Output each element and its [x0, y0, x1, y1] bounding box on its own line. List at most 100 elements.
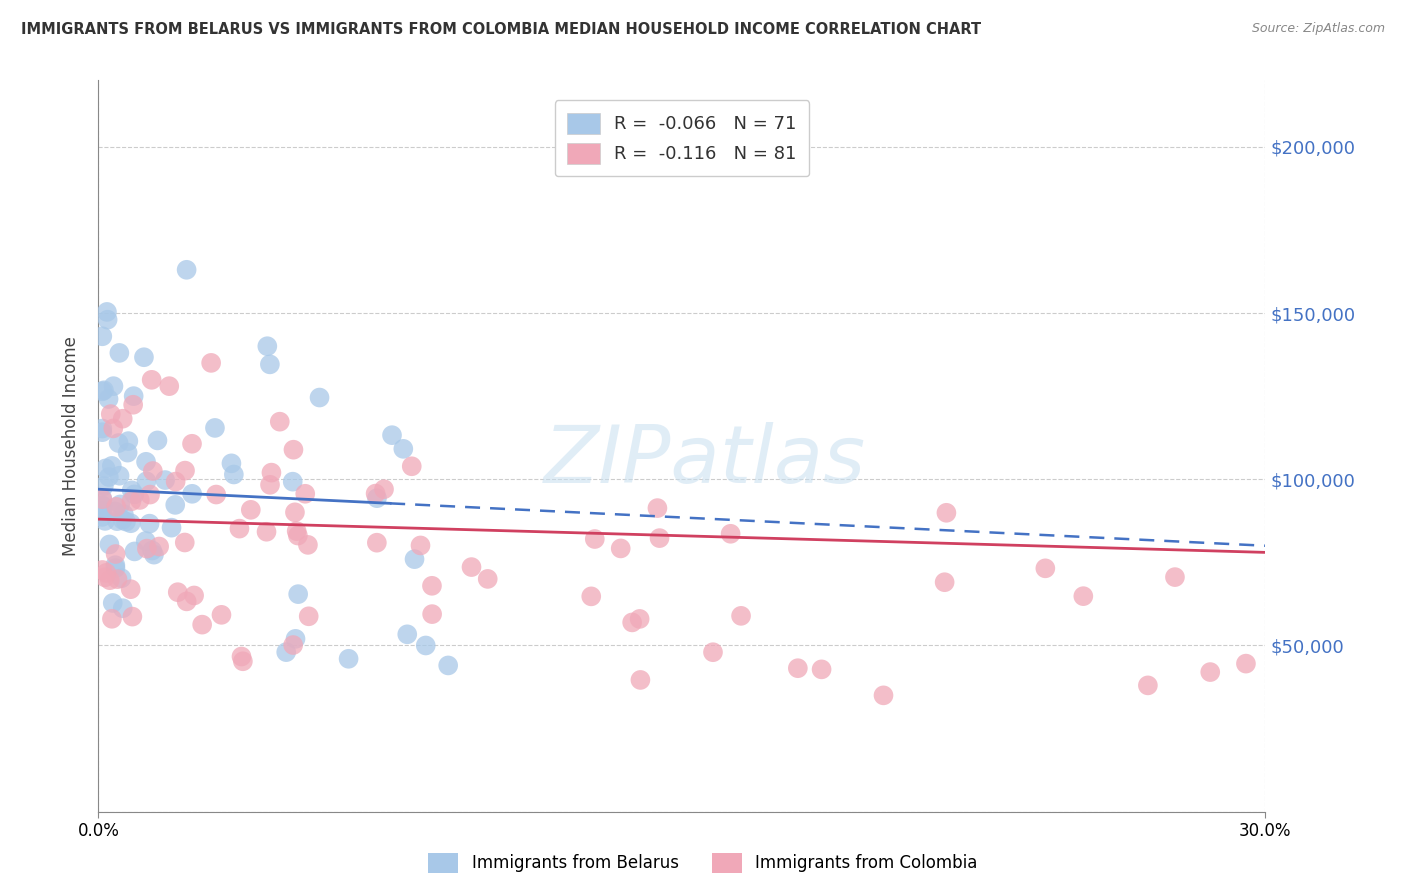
Point [142, 548, 165, 562]
Point [200, 356, 222, 370]
Point [259, 477, 281, 491]
Point [100, 407, 122, 421]
Point [730, 608, 752, 623]
Point [97, 392, 120, 406]
Point [1071, 589, 1094, 603]
Point [91, 384, 114, 399]
Point [228, 522, 250, 536]
Point [120, 582, 142, 597]
Point [120, 516, 142, 531]
Point [373, 482, 395, 496]
Point [148, 540, 170, 554]
Point [415, 639, 437, 653]
Point [222, 467, 245, 482]
Point [91, 504, 114, 518]
Point [135, 541, 157, 556]
Point [132, 350, 155, 364]
Point [96, 566, 118, 580]
Point [720, 526, 742, 541]
Point [103, 421, 125, 435]
Point [366, 491, 388, 506]
Point [157, 379, 180, 393]
Point [477, 572, 499, 586]
Point [232, 654, 254, 668]
Point [91, 491, 114, 506]
Point [91, 425, 114, 440]
Point [366, 535, 388, 549]
Point [124, 487, 146, 501]
Point [269, 415, 291, 429]
Point [112, 508, 135, 522]
Point [108, 498, 131, 512]
Point [120, 494, 142, 508]
Point [141, 543, 163, 558]
Point [285, 524, 308, 538]
Point [628, 612, 651, 626]
Point [176, 594, 198, 608]
Point [93, 479, 115, 493]
Point [205, 487, 228, 501]
Point [609, 541, 631, 556]
Point [191, 617, 214, 632]
Point [287, 587, 309, 601]
Point [104, 547, 127, 561]
Point [647, 501, 669, 516]
Point [104, 504, 127, 518]
Point [283, 442, 305, 457]
Point [176, 262, 198, 277]
Point [128, 492, 150, 507]
Point [101, 458, 124, 473]
Point [256, 524, 278, 539]
Point [231, 649, 253, 664]
Point [364, 486, 387, 500]
Point [1199, 665, 1222, 679]
Point [105, 514, 128, 528]
Point [135, 534, 157, 549]
Point [648, 531, 671, 545]
Point [94, 570, 117, 584]
Point [121, 483, 143, 498]
Point [107, 436, 129, 450]
Point [404, 552, 426, 566]
Point [872, 689, 894, 703]
Y-axis label: Median Household Income: Median Household Income [62, 336, 80, 556]
Point [621, 615, 644, 630]
Point [165, 475, 187, 489]
Point [934, 575, 956, 590]
Point [437, 658, 460, 673]
Point [165, 498, 187, 512]
Point [94, 461, 117, 475]
Point [122, 389, 145, 403]
Point [121, 609, 143, 624]
Point [420, 579, 443, 593]
Point [93, 384, 115, 398]
Point [581, 590, 603, 604]
Point [381, 428, 404, 442]
Point [221, 456, 243, 470]
Point [146, 434, 169, 448]
Point [101, 596, 124, 610]
Point [702, 645, 724, 659]
Point [91, 509, 114, 524]
Point [281, 475, 304, 489]
Point [284, 505, 307, 519]
Point [98, 573, 121, 587]
Point [160, 521, 183, 535]
Point [460, 560, 482, 574]
Point [122, 398, 145, 412]
Point [409, 538, 432, 552]
Point [91, 563, 114, 577]
Point [204, 421, 226, 435]
Point [1164, 570, 1187, 584]
Text: Source: ZipAtlas.com: Source: ZipAtlas.com [1251, 22, 1385, 36]
Point [810, 662, 832, 676]
Point [260, 466, 283, 480]
Point [283, 638, 305, 652]
Point [141, 373, 163, 387]
Point [97, 470, 120, 484]
Point [276, 645, 298, 659]
Point [94, 514, 117, 528]
Point [420, 607, 443, 621]
Point [211, 607, 233, 622]
Point [174, 464, 197, 478]
